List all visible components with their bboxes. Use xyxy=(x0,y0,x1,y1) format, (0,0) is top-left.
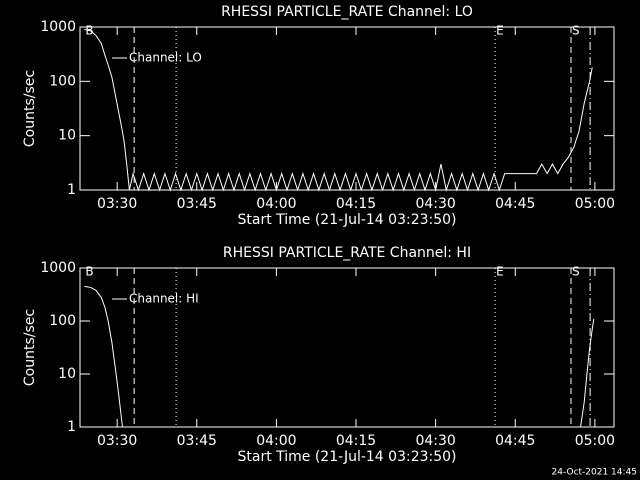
x-tick-label: 04:30 xyxy=(415,433,455,449)
legend-label: Channel: LO xyxy=(129,51,202,65)
x-tick-label: 03:30 xyxy=(97,196,137,212)
x-tick-label: 04:15 xyxy=(336,433,376,449)
event-label: E xyxy=(496,24,504,38)
event-label: S xyxy=(572,24,580,38)
x-axis-label: Start Time (21-Jul-14 03:23:50) xyxy=(237,449,456,465)
legend-label: Channel: HI xyxy=(129,292,199,306)
y-tick-label: 1 xyxy=(67,182,76,198)
x-tick-label: 04:00 xyxy=(256,433,296,449)
event-label: E xyxy=(496,265,504,279)
plot-frame xyxy=(79,267,615,428)
event-label: S xyxy=(572,265,580,279)
y-tick-label: 1000 xyxy=(40,260,76,276)
y-tick-label: 100 xyxy=(49,73,76,89)
data-line xyxy=(84,29,593,192)
x-tick-label: 04:30 xyxy=(415,196,455,212)
data-line xyxy=(84,285,595,428)
y-tick-label: 10 xyxy=(58,128,76,144)
y-axis-label: Counts/sec xyxy=(22,309,38,386)
x-tick-label: 03:45 xyxy=(177,196,217,212)
x-axis-label: Start Time (21-Jul-14 03:23:50) xyxy=(237,212,456,228)
plot-frame xyxy=(79,26,615,191)
y-tick-label: 1000 xyxy=(40,19,76,35)
x-tick-label: 04:00 xyxy=(256,196,296,212)
y-tick-label: 1 xyxy=(67,419,76,435)
y-axis-label: Counts/sec xyxy=(22,70,38,147)
footer: 24-Oct-2021 14:45 xyxy=(552,468,637,478)
x-tick-label: 03:45 xyxy=(177,433,217,449)
x-tick-label: 03:30 xyxy=(97,433,137,449)
x-tick-label: 04:15 xyxy=(336,196,376,212)
event-label: B xyxy=(85,265,93,279)
x-tick-label: 04:45 xyxy=(495,433,535,449)
y-tick-label: 100 xyxy=(49,313,76,329)
y-tick-label: 10 xyxy=(58,366,76,382)
x-tick-label: 05:00 xyxy=(575,433,615,449)
chart-title: RHESSI PARTICLE_RATE Channel: HI xyxy=(223,245,471,261)
x-tick-label: 05:00 xyxy=(575,196,615,212)
x-tick-label: 04:45 xyxy=(495,196,535,212)
chart-title: RHESSI PARTICLE_RATE Channel: LO xyxy=(221,4,473,20)
